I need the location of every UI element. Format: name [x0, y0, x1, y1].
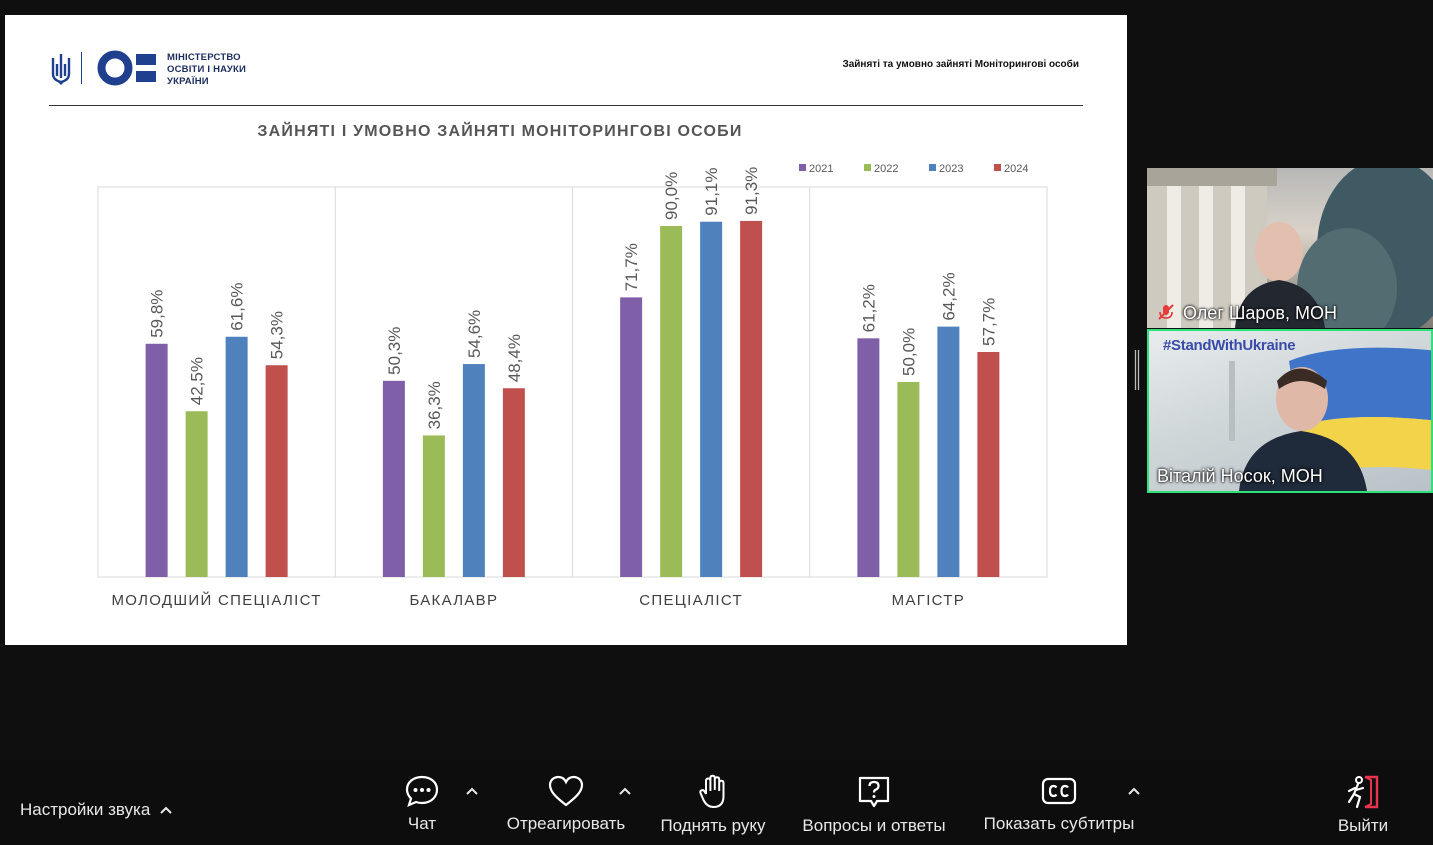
react-button[interactable]: Отреагировать	[500, 774, 632, 834]
logo-divider	[81, 52, 82, 84]
bar	[265, 365, 288, 577]
chat-button[interactable]: Чат	[397, 774, 447, 834]
bar	[660, 226, 683, 577]
presentation-slide: МІНІСТЕРСТВО ОСВІТИ І НАУКИ УКРАЇНИ Зайн…	[5, 15, 1127, 645]
data-label: 61,6%	[228, 283, 247, 331]
react-options-chevron-icon[interactable]	[618, 786, 632, 796]
bar	[145, 343, 168, 577]
bar	[700, 221, 723, 577]
data-label: 50,0%	[899, 328, 918, 376]
chat-icon	[405, 775, 439, 807]
data-label: 91,3%	[742, 167, 761, 215]
category-label: МОЛОДШИЙ СПЕЦІАЛІСТ	[112, 591, 322, 609]
logo-text-line: МІНІСТЕРСТВО	[167, 52, 241, 63]
bar	[857, 338, 880, 577]
chart-title: ЗАЙНЯТІ І УМОВНО ЗАЙНЯТІ МОНІТОРИНГОВІ О…	[257, 121, 742, 140]
heart-icon	[548, 775, 584, 807]
data-label: 64,2%	[939, 272, 958, 320]
data-label: 57,7%	[979, 298, 998, 346]
qa-button[interactable]: Вопросы и ответы	[793, 774, 955, 836]
participant-tile-active-speaker[interactable]: #StandWithUkraine Віталій Носок, МОН	[1147, 329, 1433, 493]
bar	[422, 435, 445, 577]
data-label: 90,0%	[662, 172, 681, 220]
category-label: БАКАЛАВР	[409, 592, 498, 609]
chevron-up-icon	[160, 806, 173, 814]
meeting-toolbar: Настройки звука Чат Отреагировать Поднят…	[0, 760, 1433, 845]
chat-label: Чат	[407, 814, 437, 833]
captions-button[interactable]: Показать субтитры	[976, 774, 1142, 834]
bar	[620, 297, 643, 577]
data-label: 42,5%	[188, 357, 207, 405]
audio-settings-button[interactable]: Настройки звука	[20, 800, 173, 820]
react-label: Отреагировать	[506, 814, 626, 833]
data-label: 54,3%	[268, 311, 287, 359]
logo-text: МІНІСТЕРСТВО ОСВІТИ І НАУКИ УКРАЇНИ	[167, 52, 277, 88]
bar	[462, 364, 485, 577]
leave-label: Выйти	[1337, 816, 1389, 835]
mon-mark-icon	[97, 50, 156, 86]
video-background	[1147, 168, 1433, 328]
data-label: 36,3%	[425, 381, 444, 429]
data-label: 48,4%	[505, 334, 524, 382]
legend-label: 2021	[809, 163, 833, 175]
legend-swatch	[864, 164, 871, 171]
bar	[977, 351, 1000, 577]
captions-label: Показать субтитры	[983, 814, 1135, 833]
bar	[225, 336, 248, 577]
raise-hand-button[interactable]: Поднять руку	[652, 774, 774, 836]
participant-name: Олег Шаров, МОН	[1183, 303, 1337, 323]
video-background	[1229, 347, 1431, 491]
legend-swatch	[799, 164, 806, 171]
bar	[937, 326, 960, 577]
hashtag-overlay: #StandWithUkraine	[1163, 337, 1296, 354]
logo-text-line: УКРАЇНИ	[167, 76, 209, 87]
data-label: 91,1%	[702, 168, 721, 216]
bar	[740, 220, 763, 577]
participant-tile[interactable]: Олег Шаров, МОН	[1147, 168, 1433, 328]
bar	[382, 380, 405, 577]
mic-muted-icon	[1158, 304, 1174, 320]
legend-swatch	[929, 164, 936, 171]
hand-icon	[699, 774, 725, 808]
trident-icon	[51, 54, 71, 85]
captions-options-chevron-icon[interactable]	[1127, 786, 1141, 796]
legend-label: 2024	[1004, 163, 1028, 175]
panel-splitter-handle[interactable]	[1134, 350, 1140, 390]
data-label: 50,3%	[385, 327, 404, 375]
data-label: 59,8%	[148, 290, 167, 338]
leave-button[interactable]: Выйти	[1330, 774, 1396, 836]
legend-label: 2022	[874, 163, 898, 175]
question-icon	[858, 776, 890, 808]
audio-settings-label: Настройки звука	[20, 800, 151, 819]
bar	[185, 411, 208, 577]
chat-options-chevron-icon[interactable]	[465, 786, 479, 796]
category-label: СПЕЦІАЛІСТ	[639, 592, 743, 609]
raise-hand-label: Поднять руку	[660, 816, 766, 835]
qa-label: Вопросы и ответы	[802, 816, 946, 835]
slide-rule	[49, 105, 1083, 106]
data-label: 54,6%	[465, 310, 484, 358]
legend-label: 2023	[939, 163, 963, 175]
bar-chart: ЗАЙНЯТІ І УМОВНО ЗАЙНЯТІ МОНІТОРИНГОВІ О…	[97, 121, 1048, 609]
data-label: 71,7%	[622, 243, 641, 291]
slide-header-right: Зайняті та умовно зайняті Моніторингові …	[842, 59, 1079, 70]
category-label: МАГІСТР	[892, 592, 965, 609]
exit-icon	[1347, 775, 1379, 809]
ministry-logo: МІНІСТЕРСТВО ОСВІТИ І НАУКИ УКРАЇНИ	[49, 50, 269, 90]
bar	[897, 382, 920, 577]
logo-text-line: ОСВІТИ І НАУКИ	[167, 64, 246, 75]
data-label: 61,2%	[859, 284, 878, 332]
bar	[502, 388, 525, 577]
participant-name: Віталій Носок, МОН	[1157, 466, 1323, 486]
legend-swatch	[994, 164, 1001, 171]
cc-icon	[1041, 777, 1077, 805]
